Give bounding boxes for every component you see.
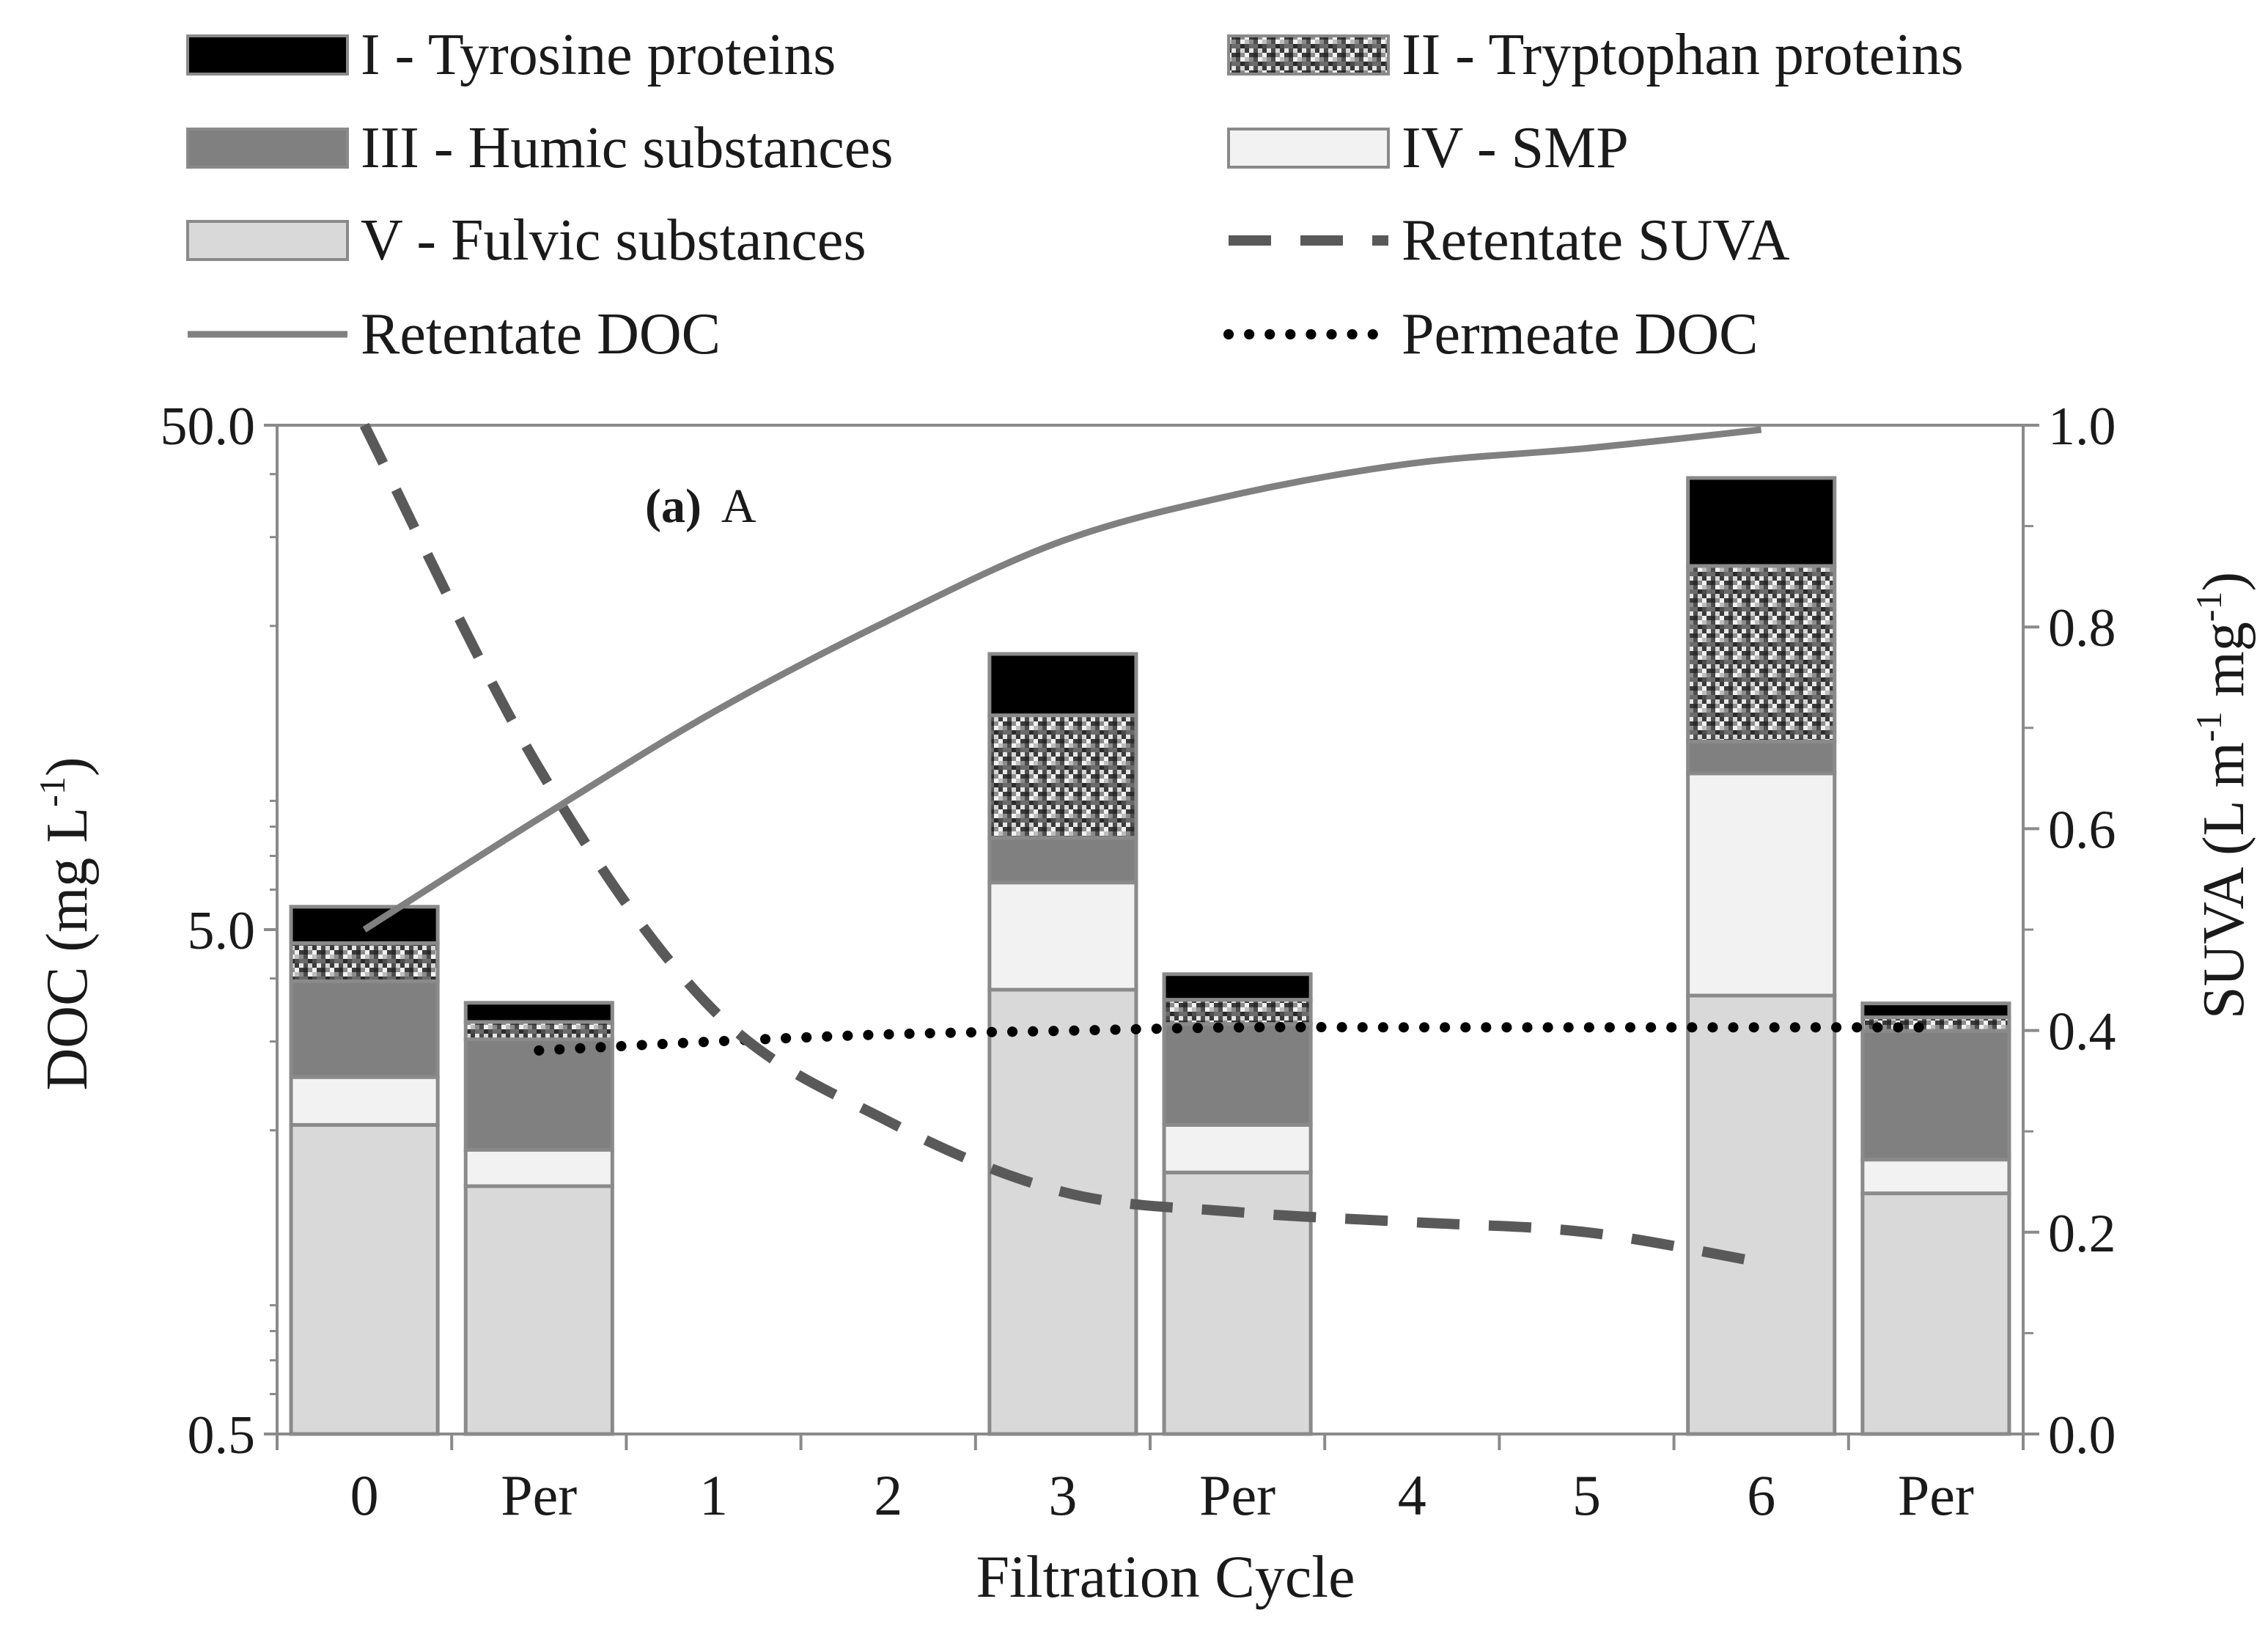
chart-title: (a) A	[645, 479, 756, 533]
x-tick-label: 6	[1747, 1463, 1775, 1527]
line-permeate-doc	[534, 1021, 1941, 1056]
y2-tick-label: 0.4	[2048, 1002, 2116, 1062]
y2-axis-title-mid: mg	[2192, 622, 2256, 711]
bar-v-fulvic-substances-8	[1686, 993, 1837, 1436]
bar-ii-tryptophan-proteins-9	[1860, 1015, 2011, 1033]
y2-axis-title-sup2: -1	[2188, 592, 2229, 622]
x-tick-label: Per	[1898, 1463, 1974, 1527]
x-tick-label: 2	[874, 1463, 902, 1527]
y2-tick-label: 0.0	[2048, 1405, 2116, 1466]
bar-v-fulvic-substances-4	[987, 988, 1138, 1436]
bar-i-tyrosine-proteins-4	[987, 652, 1138, 718]
legend-v-fulvic-substances-swatch	[186, 220, 349, 261]
legend-iii-humic-substances-label: III - Humic substances	[361, 116, 893, 180]
bars	[289, 476, 2011, 1436]
y-tick-label: 50.0	[161, 397, 256, 457]
y2-tick-label: 0.6	[2048, 800, 2116, 860]
bar-ii-tryptophan-proteins-4	[987, 713, 1138, 840]
legend-v-fulvic-substances-label: V - Fulvic substances	[361, 208, 866, 273]
bar-iii-humic-substances-9	[1860, 1029, 2011, 1162]
y-axis-title-end: )	[35, 757, 100, 777]
x-tick-label: 4	[1398, 1463, 1426, 1527]
bar-v-fulvic-substances-1	[463, 1184, 614, 1436]
legend: I - Tyrosine proteins II - Tryptophan pro…	[186, 23, 1964, 367]
y2-axis-title-sup1: -1	[2188, 712, 2229, 743]
bar-iv-smp-4	[987, 880, 1138, 992]
bar-iii-humic-substances-8	[1686, 739, 1837, 776]
chart-title-prefix: (a)	[645, 479, 702, 533]
y2-tick-label: 1.0	[2048, 397, 2116, 457]
bar-iv-smp-8	[1686, 771, 1837, 998]
bar-iii-humic-substances-1	[463, 1037, 614, 1152]
y2-axis-title: SUVA (L m-1 mg-1)	[2188, 572, 2256, 1019]
bar-i-tyrosine-proteins-8	[1686, 476, 1837, 568]
x-tick-label: 5	[1572, 1463, 1601, 1527]
x-tick-label: 1	[699, 1463, 728, 1527]
x-tick-label: 0	[350, 1463, 379, 1527]
y2-axis-title-end: )	[2192, 572, 2256, 592]
axes: 0.5 5.0 50.0 0.0 0.2 0.4 0.6 0.8 1.0 0 Per 1 2 3 Per 4 5…	[161, 397, 2116, 1527]
y2-tick-label: 0.8	[2048, 598, 2116, 658]
bar-ii-tryptophan-proteins-1	[463, 1020, 614, 1042]
line-retentate-doc	[362, 426, 1762, 933]
y-axis-title-sup: -1	[32, 776, 73, 807]
bar-v-fulvic-substances-0	[289, 1122, 440, 1436]
y-axis-title: DOC (mg L-1)	[32, 757, 100, 1091]
bar-iii-humic-substances-5	[1162, 1022, 1313, 1127]
bar-i-tyrosine-proteins-9	[1860, 1001, 2011, 1020]
series-lines	[359, 422, 1941, 1268]
legend-iv-smp-label: IV - SMP	[1402, 116, 1629, 180]
legend-iv-smp-swatch	[1227, 128, 1390, 169]
legend-ii-tryptophan-proteins-swatch	[1227, 34, 1390, 76]
bar-iv-smp-5	[1162, 1122, 1313, 1174]
bar-ii-tryptophan-proteins-5	[1162, 998, 1313, 1026]
x-tick-label: Per	[501, 1463, 577, 1527]
x-tick-label: Per	[1199, 1463, 1275, 1527]
bar-ii-tryptophan-proteins-0	[289, 941, 440, 983]
y-tick-label: 0.5	[188, 1405, 256, 1466]
bar-i-tyrosine-proteins-0	[289, 905, 440, 945]
bar-iii-humic-substances-0	[289, 979, 440, 1079]
bar-i-tyrosine-proteins-5	[1162, 972, 1313, 1002]
bar-iv-smp-9	[1860, 1158, 2011, 1196]
y-axis-title-main: DOC (mg L	[35, 807, 100, 1091]
bar-iii-humic-substances-4	[987, 836, 1138, 885]
legend-permeate-doc-label: Permeate DOC	[1402, 302, 1759, 367]
line-retentate-suva	[359, 422, 1762, 1268]
bar-i-tyrosine-proteins-1	[463, 1001, 614, 1024]
legend-i-tyrosine-proteins-label: I - Tyrosine proteins	[361, 23, 836, 87]
x-tick-label: 3	[1048, 1463, 1077, 1527]
legend-iii-humic-substances-swatch	[186, 128, 349, 169]
bar-v-fulvic-substances-9	[1860, 1191, 2011, 1436]
bar-iv-smp-0	[289, 1075, 440, 1127]
legend-i-tyrosine-proteins-swatch	[186, 34, 349, 76]
y-tick-label: 5.0	[188, 901, 256, 961]
bar-ii-tryptophan-proteins-8	[1686, 564, 1837, 743]
bar-iv-smp-1	[463, 1147, 614, 1188]
chart-title-text: A	[721, 479, 756, 533]
y2-tick-label: 0.2	[2048, 1204, 2116, 1264]
legend-retentate-suva-label: Retentate SUVA	[1402, 208, 1790, 273]
y2-axis-title-main: SUVA (L m	[2192, 742, 2256, 1019]
x-axis-title: Filtration Cycle	[976, 1543, 1355, 1610]
legend-ii-tryptophan-proteins-label: II - Tryptophan proteins	[1402, 23, 1964, 87]
legend-retentate-doc-label: Retentate DOC	[361, 302, 721, 367]
